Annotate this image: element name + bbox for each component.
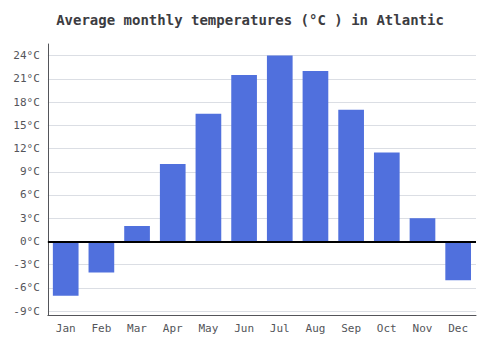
svg-text:Jul: Jul xyxy=(270,322,290,335)
svg-text:Apr: Apr xyxy=(163,322,183,335)
svg-text:Mar: Mar xyxy=(127,322,147,335)
svg-text:0°C: 0°C xyxy=(20,235,40,248)
svg-text:Jun: Jun xyxy=(234,322,254,335)
svg-text:24°C: 24°C xyxy=(13,49,40,62)
svg-text:Sep: Sep xyxy=(341,322,361,335)
svg-text:Dec: Dec xyxy=(448,322,468,335)
svg-text:Nov: Nov xyxy=(413,322,433,335)
svg-text:21°C: 21°C xyxy=(13,72,40,85)
svg-text:Feb: Feb xyxy=(91,322,111,335)
svg-text:Jan: Jan xyxy=(56,322,76,335)
svg-text:12°C: 12°C xyxy=(13,142,40,155)
svg-text:15°C: 15°C xyxy=(13,119,40,132)
svg-text:May: May xyxy=(198,322,218,335)
svg-text:9°C: 9°C xyxy=(20,165,40,178)
svg-text:Average monthly temperatures (: Average monthly temperatures (°C ) in At… xyxy=(56,12,444,28)
svg-text:3°C: 3°C xyxy=(20,212,40,225)
svg-text:Oct: Oct xyxy=(377,322,397,335)
svg-text:-9°C: -9°C xyxy=(13,305,40,318)
svg-text:-3°C: -3°C xyxy=(13,258,40,271)
svg-text:6°C: 6°C xyxy=(20,188,40,201)
svg-text:-6°C: -6°C xyxy=(13,281,40,294)
svg-text:18°C: 18°C xyxy=(13,96,40,109)
svg-text:Aug: Aug xyxy=(306,322,326,335)
